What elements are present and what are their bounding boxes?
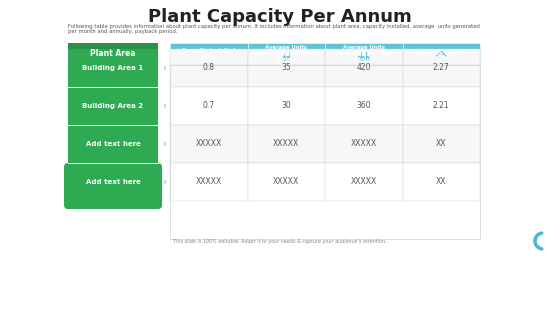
- Bar: [403, 163, 480, 201]
- Bar: [204, 54, 214, 62]
- Text: 2.27: 2.27: [433, 64, 450, 72]
- Bar: [325, 125, 403, 163]
- Bar: [68, 87, 158, 125]
- Bar: [403, 87, 480, 125]
- Text: Following table provides information about plant capacity per annum. It includes: Following table provides information abo…: [68, 24, 480, 29]
- Text: XXXXX: XXXXX: [351, 140, 377, 148]
- Bar: [325, 43, 403, 65]
- Text: Average Units
Generated per Year
(MWh): Average Units Generated per Year (MWh): [334, 45, 393, 63]
- FancyBboxPatch shape: [64, 163, 162, 209]
- Text: 35: 35: [281, 64, 291, 72]
- Bar: [170, 43, 248, 65]
- Bar: [68, 163, 158, 182]
- Bar: [440, 59, 442, 62]
- Bar: [170, 125, 248, 163]
- Text: 2.21: 2.21: [433, 101, 450, 111]
- Text: 0.7: 0.7: [203, 101, 215, 111]
- Bar: [170, 163, 248, 201]
- Bar: [359, 53, 369, 56]
- Text: ›: ›: [162, 177, 166, 187]
- Text: XX: XX: [436, 177, 446, 186]
- Text: ›: ›: [162, 139, 166, 149]
- Bar: [68, 180, 158, 201]
- Text: 420: 420: [357, 64, 371, 72]
- Bar: [248, 163, 325, 201]
- Text: Capacity Installed
(MW): Capacity Installed (MW): [182, 49, 235, 60]
- Bar: [209, 53, 211, 54]
- Bar: [206, 58, 208, 60]
- Bar: [281, 53, 291, 56]
- Text: Plant Area: Plant Area: [90, 49, 136, 59]
- Bar: [248, 87, 325, 125]
- Bar: [170, 65, 480, 239]
- Bar: [403, 125, 480, 163]
- Bar: [170, 49, 248, 87]
- Text: Building Area 1: Building Area 1: [82, 65, 143, 71]
- Text: XXXXX: XXXXX: [195, 140, 222, 148]
- Text: Plant Capacity Per Annum: Plant Capacity Per Annum: [148, 8, 412, 26]
- Text: XXXXX: XXXXX: [351, 177, 377, 186]
- Text: per month and annually, payback period.: per month and annually, payback period.: [68, 29, 178, 34]
- Bar: [209, 58, 211, 60]
- Text: XXXXX: XXXXX: [195, 177, 222, 186]
- Bar: [205, 52, 207, 54]
- Text: 360: 360: [356, 101, 371, 111]
- Text: XX: XX: [436, 140, 446, 148]
- Bar: [325, 49, 403, 87]
- Bar: [325, 163, 403, 201]
- Bar: [403, 43, 480, 65]
- Bar: [170, 87, 248, 125]
- Text: 0.8: 0.8: [203, 64, 214, 72]
- Text: ›: ›: [162, 101, 166, 111]
- Text: XXXXX: XXXXX: [273, 140, 300, 148]
- Text: Add text here: Add text here: [86, 141, 141, 147]
- Bar: [248, 125, 325, 163]
- Bar: [68, 125, 158, 163]
- Bar: [68, 43, 158, 65]
- Text: 366: 366: [357, 56, 371, 62]
- Bar: [248, 49, 325, 87]
- Bar: [68, 49, 158, 87]
- Text: 31: 31: [282, 56, 291, 62]
- Text: This slide is 100% editable. Adapt it to your needs & capture your audience’s at: This slide is 100% editable. Adapt it to…: [173, 239, 387, 244]
- Bar: [437, 56, 446, 62]
- Text: Building Area 2: Building Area 2: [82, 103, 143, 109]
- Bar: [325, 87, 403, 125]
- Text: Payback Period: Payback Period: [418, 51, 464, 56]
- Text: Average Units
Generated per Month
(MWh): Average Units Generated per Month (MWh): [254, 45, 319, 63]
- Bar: [248, 43, 325, 65]
- Text: XXXXX: XXXXX: [273, 177, 300, 186]
- Bar: [403, 49, 480, 87]
- Text: 30: 30: [281, 101, 291, 111]
- Text: Add text here: Add text here: [86, 179, 141, 185]
- Text: ›: ›: [162, 63, 166, 73]
